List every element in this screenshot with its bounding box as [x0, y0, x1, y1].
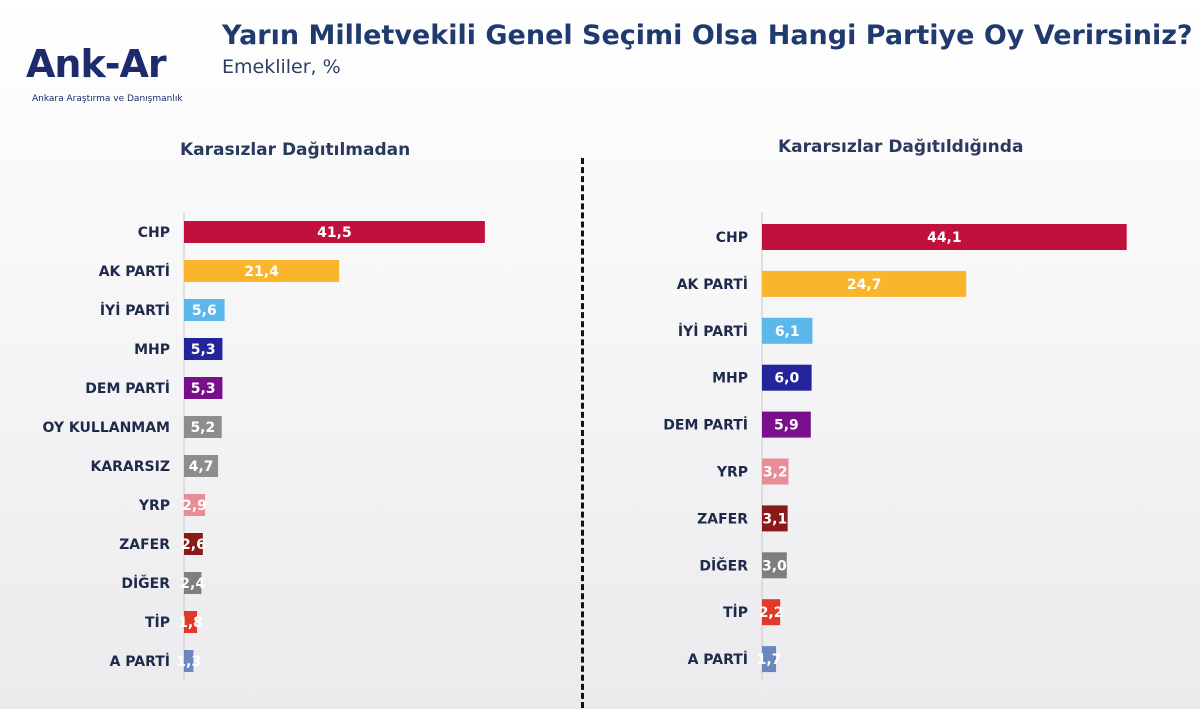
- right-category-label-6: ZAFER: [697, 511, 748, 527]
- right-value-label-7: 3,0: [762, 558, 787, 574]
- page-subtitle: Emekliler, %: [222, 56, 341, 78]
- chart-divider: [581, 158, 584, 708]
- right-category-label-9: A PARTİ: [688, 651, 748, 668]
- left-bar-11: [184, 650, 194, 672]
- logo: Ank-Ar Ankara Araştırma ve Danışmanlık: [26, 34, 196, 114]
- left-category-label-7: YRP: [138, 498, 170, 514]
- right-category-label-4: DEM PARTİ: [663, 417, 748, 434]
- logo-name: Ank-Ar: [26, 42, 167, 86]
- right-value-label-0: 44,1: [927, 230, 962, 246]
- left-category-label-10: TİP: [145, 614, 170, 631]
- left-value-label-0: 41,5: [317, 225, 352, 241]
- right-bar-4: [762, 411, 811, 438]
- left-bar-5: [184, 416, 222, 438]
- left-value-label-2: 5,6: [192, 303, 217, 319]
- right-category-label-5: YRP: [716, 465, 748, 481]
- right-value-label-3: 6,0: [774, 371, 799, 387]
- right-bar-5: [762, 458, 789, 485]
- left-category-label-9: DİĞER: [121, 574, 170, 592]
- left-bar-4: [184, 377, 223, 399]
- left-category-label-8: ZAFER: [119, 537, 170, 553]
- right-category-label-3: MHP: [712, 371, 748, 387]
- right-value-label-5: 3,2: [763, 465, 788, 481]
- right-value-label-4: 5,9: [774, 418, 799, 434]
- right-bar-6: [762, 505, 788, 532]
- left-value-label-10: 1,8: [178, 615, 203, 631]
- left-value-label-6: 4,7: [189, 459, 214, 475]
- left-value-label-5: 5,2: [190, 420, 215, 436]
- right-chart-title: Kararsızlar Dağıtıldığında: [778, 137, 1024, 157]
- left-category-label-5: OY KULLANMAM: [43, 420, 170, 436]
- left-value-label-4: 5,3: [191, 381, 216, 397]
- left-value-label-1: 21,4: [244, 264, 279, 280]
- left-value-label-7: 2,9: [182, 498, 207, 514]
- left-bar-1: [184, 260, 340, 282]
- left-bar-2: [184, 299, 225, 321]
- right-value-label-8: 2,2: [759, 605, 784, 621]
- right-category-label-7: DİĞER: [699, 556, 748, 574]
- right-value-label-1: 24,7: [847, 277, 882, 293]
- right-bar-2: [762, 317, 813, 344]
- right-bar-1: [762, 270, 967, 297]
- left-category-label-2: İYİ PARTİ: [100, 302, 170, 319]
- left-bar-6: [184, 455, 219, 477]
- left-category-label-1: AK PARTİ: [99, 263, 170, 280]
- right-category-label-2: İYİ PARTİ: [678, 323, 748, 340]
- left-bar-7: [184, 494, 206, 516]
- left-bar-10: [184, 611, 198, 633]
- left-category-label-0: CHP: [138, 225, 170, 241]
- left-category-label-4: DEM PARTİ: [85, 380, 170, 397]
- left-value-label-9: 2,4: [180, 576, 205, 592]
- right-value-label-2: 6,1: [775, 324, 800, 340]
- left-value-label-11: 1,3: [176, 654, 201, 670]
- logo-tagline: Ankara Araştırma ve Danışmanlık: [32, 94, 183, 104]
- right-bar-7: [762, 552, 787, 579]
- right-value-label-6: 3,1: [762, 511, 787, 527]
- left-bar-0: [184, 221, 485, 243]
- right-bar-0: [762, 224, 1127, 250]
- left-bar-3: [184, 338, 223, 360]
- left-category-label-6: KARARSIZ: [90, 459, 170, 475]
- right-category-label-0: CHP: [716, 230, 748, 246]
- left-value-label-3: 5,3: [191, 342, 216, 358]
- left-category-label-11: A PARTİ: [110, 653, 170, 670]
- left-bar-8: [184, 533, 203, 555]
- left-bar-9: [184, 572, 202, 594]
- right-bar-8: [762, 599, 781, 626]
- right-bar-3: [762, 364, 812, 391]
- right-value-label-9: 1,7: [757, 652, 782, 668]
- left-category-label-3: MHP: [134, 342, 170, 358]
- page-title: Yarın Milletvekili Genel Seçimi Olsa Han…: [222, 20, 1193, 51]
- right-category-label-1: AK PARTİ: [677, 276, 748, 293]
- left-chart-title: Karasızlar Dağıtılmadan: [180, 140, 411, 160]
- right-bar-9: [762, 646, 777, 673]
- left-value-label-8: 2,6: [181, 537, 206, 553]
- right-category-label-8: TİP: [723, 604, 748, 621]
